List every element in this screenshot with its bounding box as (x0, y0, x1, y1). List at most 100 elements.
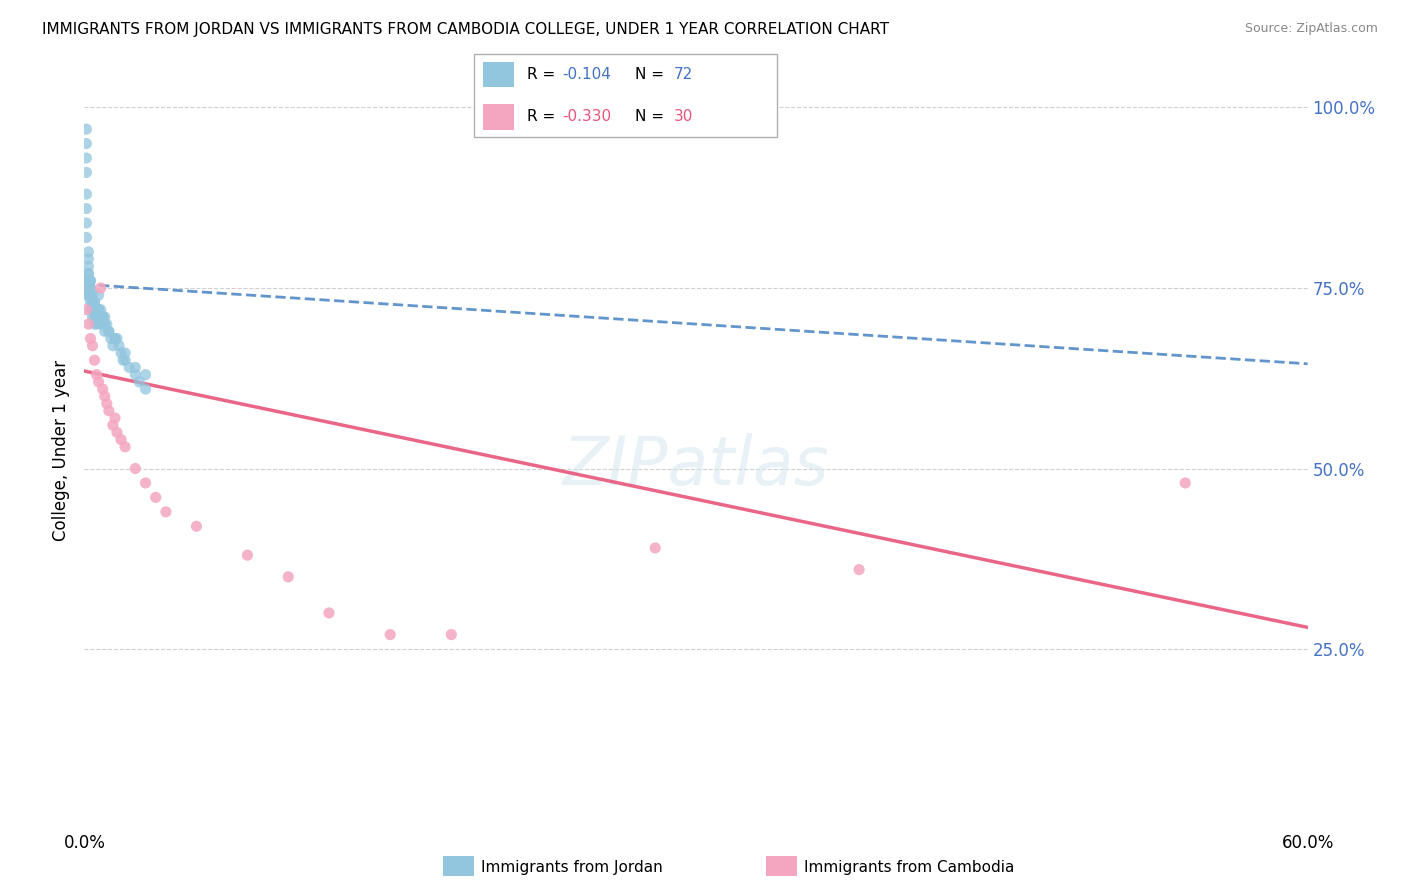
Point (108, 339, 131, 353)
Point (145, 491, 167, 505)
Point (83, 317, 105, 331)
Point (97, 324, 120, 338)
Point (644, 541, 666, 555)
Point (83, 295, 105, 310)
Point (79, 274, 101, 288)
Point (82, 302, 104, 317)
Point (86, 368, 108, 382)
Point (155, 505, 177, 519)
Point (124, 461, 146, 475)
Point (77, 317, 100, 331)
Point (93, 324, 115, 338)
Point (101, 418, 124, 433)
Point (124, 368, 146, 382)
Point (124, 360, 146, 375)
Point (96, 317, 118, 331)
Text: 30: 30 (673, 109, 693, 124)
Point (104, 411, 127, 425)
Point (79, 288, 101, 302)
FancyBboxPatch shape (474, 54, 778, 137)
Point (105, 332, 128, 346)
Point (104, 332, 127, 346)
Text: -0.104: -0.104 (562, 67, 612, 82)
Point (277, 570, 299, 584)
Point (75, 274, 97, 288)
Point (87, 302, 110, 317)
Point (236, 548, 259, 562)
Point (97, 403, 120, 417)
Text: N =: N = (636, 67, 669, 82)
Point (75, 302, 97, 317)
Point (90, 302, 112, 317)
Point (77, 267, 100, 281)
Text: -0.330: -0.330 (562, 109, 612, 124)
Point (86, 310, 108, 324)
Point (82, 339, 104, 353)
Point (86, 317, 108, 331)
Point (83, 295, 105, 310)
Point (83, 302, 105, 317)
Point (82, 288, 104, 302)
Point (79, 302, 101, 317)
Point (91, 317, 114, 331)
Point (79, 274, 101, 288)
Point (104, 332, 127, 346)
Point (114, 440, 136, 454)
Point (75, 216, 97, 230)
Point (77, 260, 100, 274)
Point (77, 281, 100, 295)
Point (112, 353, 135, 368)
Point (75, 122, 97, 136)
Y-axis label: College, Under 1 year: College, Under 1 year (52, 359, 70, 541)
Point (91, 310, 114, 324)
Point (101, 339, 124, 353)
Point (135, 368, 157, 382)
Point (83, 310, 105, 324)
Text: R =: R = (527, 67, 560, 82)
Point (77, 252, 100, 266)
Point (82, 310, 104, 324)
Point (82, 295, 104, 310)
Point (86, 302, 108, 317)
Point (83, 353, 105, 368)
Text: ZIPatlas: ZIPatlas (562, 433, 830, 499)
Point (87, 288, 110, 302)
Text: 72: 72 (673, 67, 693, 82)
Text: Immigrants from Cambodia: Immigrants from Cambodia (804, 860, 1015, 874)
Point (87, 375, 110, 389)
Point (77, 244, 100, 259)
Point (79, 295, 101, 310)
Point (110, 346, 132, 360)
Point (75, 165, 97, 179)
Point (96, 396, 118, 410)
Point (93, 389, 115, 403)
Point (75, 151, 97, 165)
Point (135, 382, 157, 396)
Point (93, 317, 115, 331)
Point (75, 187, 97, 202)
Point (114, 353, 136, 368)
Point (90, 310, 112, 324)
Point (110, 433, 132, 447)
Point (848, 563, 870, 577)
Point (79, 281, 101, 295)
Text: Source: ZipAtlas.com: Source: ZipAtlas.com (1244, 22, 1378, 36)
Point (79, 332, 101, 346)
Text: IMMIGRANTS FROM JORDAN VS IMMIGRANTS FROM CAMBODIA COLLEGE, UNDER 1 YEAR CORRELA: IMMIGRANTS FROM JORDAN VS IMMIGRANTS FRO… (42, 22, 889, 37)
Point (86, 302, 108, 317)
Point (100, 332, 122, 346)
Point (77, 267, 100, 281)
Point (75, 288, 97, 302)
Point (77, 274, 100, 288)
Point (79, 281, 101, 295)
Point (440, 627, 463, 641)
Bar (484, 104, 515, 130)
Point (82, 295, 104, 310)
Point (186, 519, 208, 533)
Point (118, 360, 141, 375)
Point (114, 346, 136, 360)
Point (75, 202, 97, 216)
Text: Immigrants from Jordan: Immigrants from Jordan (481, 860, 662, 874)
Point (93, 310, 115, 324)
Text: R =: R = (527, 109, 560, 124)
